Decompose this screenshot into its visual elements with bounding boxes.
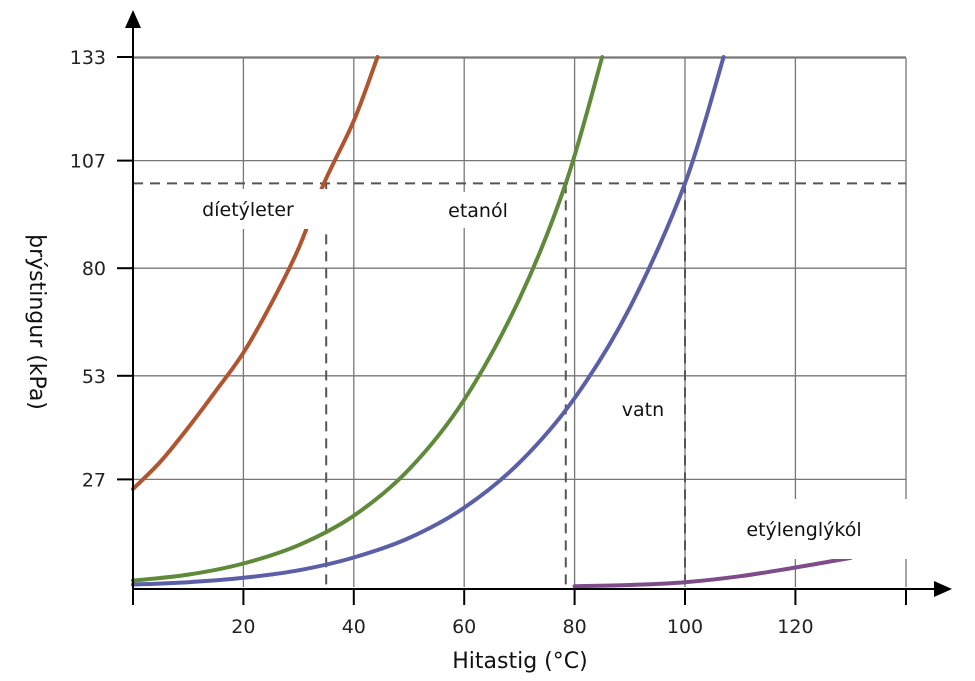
- x-tick-label: 40: [342, 616, 366, 638]
- axes: [125, 10, 952, 605]
- x-tick-label: 60: [452, 616, 476, 638]
- series-label: etanól: [448, 200, 508, 222]
- series-label: etýlenglýkól: [746, 519, 861, 541]
- x-tick-label: 20: [231, 616, 255, 638]
- series-label: díetýleter: [202, 199, 294, 221]
- x-axis-title: Hitastig (°C): [452, 649, 587, 674]
- axis-ticks: 20 40 60 80 100 120 27 53 80 107 133: [70, 47, 907, 638]
- y-axis-arrow: [125, 10, 141, 28]
- label-background: [413, 192, 543, 228]
- x-tick-label: 120: [777, 616, 813, 638]
- series-curve-3: [572, 555, 853, 589]
- label-background: [168, 189, 328, 229]
- series-curve-2: [131, 55, 726, 587]
- series-labels: díetýleter etanól vatn etýlenglýkól: [202, 199, 861, 541]
- grid: [133, 56, 907, 587]
- y-axis-title: þrýstingur (kPa): [24, 234, 49, 410]
- x-tick-label: 100: [667, 616, 703, 638]
- y-tick-label: 107: [70, 151, 106, 173]
- series-curve-0: [131, 55, 380, 491]
- y-tick-label: 80: [82, 258, 106, 280]
- y-tick-label: 53: [82, 366, 106, 388]
- y-tick-label: 133: [70, 47, 106, 69]
- x-axis-arrow: [934, 581, 952, 597]
- y-tick-label: 27: [82, 469, 106, 491]
- reference-lines: [133, 182, 906, 587]
- series-label: vatn: [622, 399, 664, 421]
- label-background: [701, 499, 907, 559]
- x-tick-label: 80: [563, 616, 587, 638]
- series-curves: [131, 55, 853, 589]
- series-curve-1: [131, 55, 605, 583]
- label-backgrounds: [168, 189, 907, 559]
